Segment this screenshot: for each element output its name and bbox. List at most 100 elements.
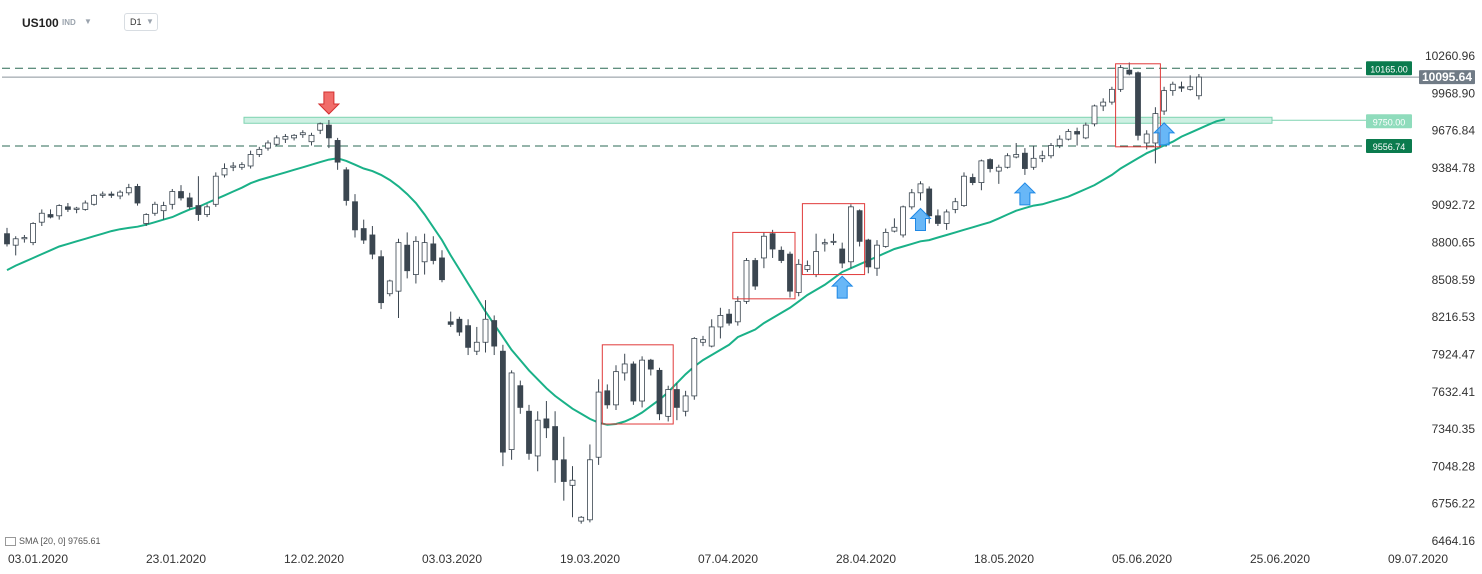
candle <box>1091 104 1098 127</box>
x-tick-label: 03.03.2020 <box>422 552 482 566</box>
candle <box>639 356 645 408</box>
candle-body <box>1169 83 1176 92</box>
candle <box>630 361 637 405</box>
candle <box>752 257 759 290</box>
candle <box>160 201 167 220</box>
candle-body <box>221 168 228 176</box>
symbol-dropdown-icon[interactable]: ▼ <box>84 17 92 26</box>
candle-body <box>491 320 498 347</box>
candle-body <box>613 371 619 406</box>
candle-body <box>421 242 428 263</box>
candle-body <box>943 211 950 224</box>
candle-body <box>73 207 80 210</box>
candle <box>1109 86 1115 105</box>
candle <box>221 163 228 178</box>
candle <box>186 192 193 210</box>
candle-body <box>143 214 150 224</box>
candle <box>204 204 211 218</box>
x-tick-label: 09.07.2020 <box>1388 552 1448 566</box>
y-tick-label: 7048.28 <box>1432 459 1476 473</box>
symbol-label[interactable]: US100 <box>22 16 59 30</box>
level-tag <box>1366 114 1412 129</box>
candle-body <box>325 124 332 139</box>
candle <box>308 132 315 146</box>
candle <box>595 379 602 465</box>
y-axis: 10260.96 9968.90 9676.84 9384.78 9092.72 8800… <box>1425 49 1475 548</box>
candle-body <box>856 210 863 242</box>
candle-body <box>47 214 54 218</box>
candle-body <box>299 132 306 136</box>
highlight-box <box>732 231 796 300</box>
up-arrow-icon <box>1013 182 1037 206</box>
candle <box>404 232 411 279</box>
candle <box>456 316 463 336</box>
candle <box>247 150 254 169</box>
candle-body <box>552 426 558 461</box>
candle-body <box>621 363 628 374</box>
candle-body <box>995 166 1002 172</box>
candle-body <box>456 318 463 333</box>
candle <box>169 188 176 210</box>
candle <box>178 185 184 201</box>
x-tick-label: 19.03.2020 <box>560 552 620 566</box>
candle <box>647 358 654 376</box>
candle <box>430 236 437 265</box>
candle <box>195 176 202 221</box>
x-tick-label: 23.01.2020 <box>146 552 206 566</box>
candle <box>900 205 906 238</box>
candle <box>717 307 724 339</box>
x-tick-label: 03.01.2020 <box>8 552 68 566</box>
candle <box>1056 135 1063 149</box>
candle-body <box>195 205 202 215</box>
candle <box>1048 142 1054 159</box>
candle-body <box>839 248 846 264</box>
timeframe-select[interactable]: D1 ▼ <box>124 13 158 31</box>
candle <box>21 234 28 243</box>
candle <box>421 233 428 275</box>
candle <box>821 238 828 252</box>
candle <box>65 203 71 212</box>
candle <box>73 206 80 214</box>
annotation-arrows-layer <box>317 91 1176 299</box>
x-axis: 03.01.2020 23.01.2020 12.02.2020 03.03.2020… <box>8 552 1448 566</box>
candle-body <box>717 315 724 328</box>
candle <box>952 197 959 214</box>
candle-body <box>282 136 289 140</box>
candle-body <box>447 321 454 325</box>
candle-body <box>395 242 402 292</box>
candle <box>578 515 585 524</box>
y-tick-label: 9092.72 <box>1432 198 1476 212</box>
candle-body <box>291 134 298 139</box>
candle-body <box>439 257 445 281</box>
candle-body <box>917 183 924 194</box>
candle-body <box>526 410 532 454</box>
candle <box>552 411 558 483</box>
candle <box>395 238 402 318</box>
candle <box>543 401 550 439</box>
candle <box>908 188 915 210</box>
candle <box>1143 130 1150 150</box>
candle <box>1135 71 1141 141</box>
candle <box>839 242 846 269</box>
candle <box>1117 65 1124 92</box>
candle <box>143 213 150 227</box>
up-arrow-icon <box>830 275 854 299</box>
candle-body <box>604 390 611 406</box>
y-tick-label: 8216.53 <box>1432 310 1476 324</box>
candle-body <box>21 237 28 240</box>
candle-body <box>1022 152 1028 169</box>
candle <box>299 130 306 138</box>
candle <box>465 319 472 356</box>
candle <box>325 119 332 149</box>
candle <box>795 259 802 297</box>
candle-body <box>186 197 193 208</box>
candle <box>1100 98 1107 112</box>
candle-body <box>204 206 211 215</box>
candle-body <box>1091 105 1098 125</box>
candle <box>830 233 837 246</box>
candle-body <box>1100 101 1107 107</box>
candle-body <box>882 232 889 247</box>
candle <box>99 191 106 198</box>
candle <box>987 158 993 173</box>
